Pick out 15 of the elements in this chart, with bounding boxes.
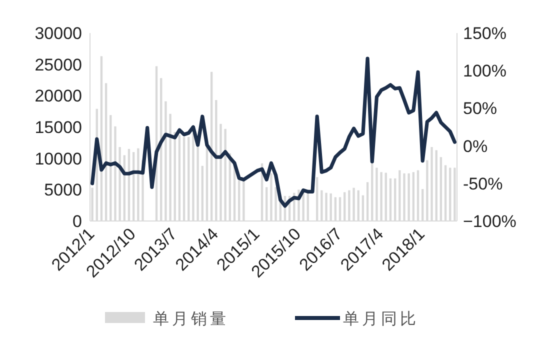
y-tick-label: 30000 — [34, 24, 82, 43]
y2-tick-label: 50% — [463, 99, 498, 118]
y2-tick-label: −100% — [463, 212, 516, 231]
y-tick-label: 10000 — [34, 149, 82, 168]
y-tick-label: 5000 — [44, 180, 82, 200]
y-tick-label: 0 — [72, 212, 82, 231]
y-tick-label: 20000 — [34, 86, 82, 106]
y2-tick-label: -50% — [463, 174, 503, 194]
legend-label: 单月同比 — [343, 310, 419, 328]
y2-tick-label: 100% — [463, 62, 506, 81]
legend-label: 单月销量 — [153, 310, 229, 328]
y2-tick-label: 150% — [463, 24, 506, 43]
y2-tick-label: 0% — [463, 136, 488, 156]
y-tick-label: 25000 — [34, 55, 82, 74]
y-tick-label: 15000 — [34, 118, 82, 137]
